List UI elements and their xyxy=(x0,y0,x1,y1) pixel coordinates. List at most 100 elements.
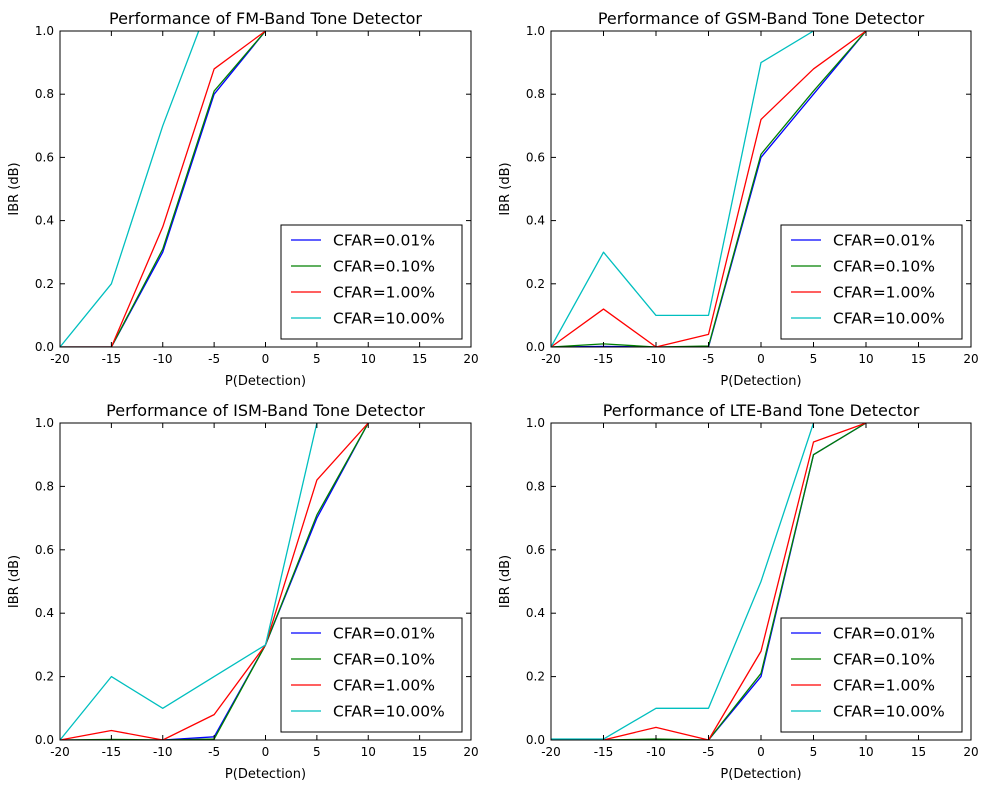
chart-panel-2: -20 -15 -10 -5 0 5 10 15 20 0.0 0.2 0.4 0.6 0.8 1.0 Per… xyxy=(498,9,979,389)
x-tick-label: 15 xyxy=(412,352,427,366)
y-tick-label: 0.4 xyxy=(526,214,545,228)
x-tick-label: -20 xyxy=(541,352,561,366)
legend-entry-1: CFAR=0.01% xyxy=(833,232,935,250)
legend-entry-2: CFAR=0.10% xyxy=(333,651,435,669)
x-tick-label: 5 xyxy=(313,352,321,366)
chart-panel-4: -20 -15 -10 -5 0 5 10 15 20 0.0 0.2 0.4 0.6 0.8 1.0 Per… xyxy=(498,401,979,782)
x-axis-label: P(Detection) xyxy=(720,767,801,782)
x-tick-label: -15 xyxy=(594,745,614,759)
x-tick-label: 0 xyxy=(262,352,270,366)
legend-entry-3: CFAR=1.00% xyxy=(833,284,935,302)
legend: CFAR=0.01% CFAR=0.10% CFAR=1.00% CFAR=10.00… xyxy=(780,617,963,733)
y-tick-label: 0.8 xyxy=(35,87,54,101)
y-tick-label: 1.0 xyxy=(35,416,54,430)
y-tick-label: 0.2 xyxy=(35,670,54,684)
x-tick-label: -15 xyxy=(102,352,122,366)
series-line-2 xyxy=(60,31,266,347)
legend-entry-1: CFAR=0.01% xyxy=(333,232,435,250)
x-tick-label: -15 xyxy=(102,745,122,759)
legend-entry-4: CFAR=10.00% xyxy=(333,703,445,721)
y-tick-label: 1.0 xyxy=(35,24,54,38)
legend-entry-4: CFAR=10.00% xyxy=(833,310,945,328)
x-tick-label: 5 xyxy=(810,352,818,366)
x-tick-label: 0 xyxy=(262,745,270,759)
legend-entry-4: CFAR=10.00% xyxy=(333,310,445,328)
x-tick-label: 20 xyxy=(963,745,978,759)
chart-title: Performance of FM-Band Tone Detector xyxy=(109,9,422,28)
legend: CFAR=0.01% CFAR=0.10% CFAR=1.00% CFAR=10.00… xyxy=(280,617,463,733)
x-tick-label: -20 xyxy=(50,352,70,366)
chart-panel-1: -20 -15 -10 -5 0 5 10 15 20 0.0 0.2 0.4 0.6 0.8 1.0 Per… xyxy=(7,9,479,389)
y-tick-label: 0.0 xyxy=(526,340,545,354)
y-tick-label: 0.4 xyxy=(35,606,54,620)
legend-entry-4: CFAR=10.00% xyxy=(833,703,945,721)
chart-title: Performance of LTE-Band Tone Detector xyxy=(603,401,920,420)
series-line-4 xyxy=(551,423,815,740)
chart-panel-3: -20 -15 -10 -5 0 5 10 15 20 0.0 0.2 0.4 0.6 0.8 1.0 Per… xyxy=(7,401,479,782)
series-group xyxy=(551,423,867,740)
x-tick-label: 0 xyxy=(757,352,765,366)
x-tick-label: 10 xyxy=(361,745,376,759)
x-tick-label: 10 xyxy=(858,352,873,366)
y-tick-label: 0.8 xyxy=(526,87,545,101)
y-tick-label: 0.6 xyxy=(35,150,54,164)
x-tick-label: -10 xyxy=(153,352,173,366)
x-tick-label: 15 xyxy=(911,745,926,759)
y-tick-label: 0.6 xyxy=(526,543,545,557)
series-line-3 xyxy=(551,423,867,740)
legend-entry-3: CFAR=1.00% xyxy=(833,677,935,695)
legend-box xyxy=(780,617,963,733)
x-tick-label: 5 xyxy=(313,745,321,759)
series-line-3 xyxy=(551,31,867,347)
series-line-3 xyxy=(60,31,266,347)
y-tick-label: 0.2 xyxy=(35,277,54,291)
legend: CFAR=0.01% CFAR=0.10% CFAR=1.00% CFAR=10.00… xyxy=(280,224,463,340)
legend: CFAR=0.01% CFAR=0.10% CFAR=1.00% CFAR=10.00… xyxy=(780,224,963,340)
x-tick-label: 15 xyxy=(911,352,926,366)
legend-entry-1: CFAR=0.01% xyxy=(833,625,935,643)
series-line-3 xyxy=(60,423,369,740)
x-tick-label: 20 xyxy=(463,352,478,366)
x-axis-label: P(Detection) xyxy=(225,374,306,389)
chart-title: Performance of GSM-Band Tone Detector xyxy=(598,9,925,28)
y-axis-label: IBR (dB) xyxy=(498,555,513,608)
x-tick-label: -15 xyxy=(594,352,614,366)
y-tick-label: 0.0 xyxy=(526,733,545,747)
series-group xyxy=(60,31,267,347)
x-tick-label: 5 xyxy=(810,745,818,759)
y-tick-label: 1.0 xyxy=(526,416,545,430)
y-axis-label: IBR (dB) xyxy=(498,162,513,215)
y-tick-label: 0.4 xyxy=(35,214,54,228)
x-tick-label: -10 xyxy=(646,745,666,759)
y-tick-label: 0.8 xyxy=(35,479,54,493)
y-tick-label: 0.0 xyxy=(35,733,54,747)
x-tick-label: -5 xyxy=(703,745,715,759)
x-axis-label: P(Detection) xyxy=(720,374,801,389)
y-tick-label: 0.0 xyxy=(35,340,54,354)
y-tick-label: 0.6 xyxy=(526,150,545,164)
series-line-4 xyxy=(60,31,200,347)
y-tick-label: 0.2 xyxy=(526,277,545,291)
series-line-1 xyxy=(60,31,267,347)
x-tick-label: 0 xyxy=(757,745,765,759)
y-tick-label: 1.0 xyxy=(526,24,545,38)
x-tick-label: 10 xyxy=(361,352,376,366)
legend-entry-3: CFAR=1.00% xyxy=(333,677,435,695)
legend-box xyxy=(780,224,963,340)
legend-entry-2: CFAR=0.10% xyxy=(833,651,935,669)
chart-title: Performance of ISM-Band Tone Detector xyxy=(106,401,425,420)
legend-entry-3: CFAR=1.00% xyxy=(333,284,435,302)
legend-entry-2: CFAR=0.10% xyxy=(333,258,435,276)
y-tick-label: 0.6 xyxy=(35,543,54,557)
y-axis-label: IBR (dB) xyxy=(7,162,22,215)
y-tick-label: 0.2 xyxy=(526,670,545,684)
x-axis-label: P(Detection) xyxy=(225,767,306,782)
legend-box xyxy=(280,224,463,340)
series-line-2 xyxy=(551,423,867,740)
legend-entry-2: CFAR=0.10% xyxy=(833,258,935,276)
legend-entry-1: CFAR=0.01% xyxy=(333,625,435,643)
x-tick-label: 20 xyxy=(463,745,478,759)
x-tick-label: -10 xyxy=(646,352,666,366)
x-tick-label: -20 xyxy=(541,745,561,759)
